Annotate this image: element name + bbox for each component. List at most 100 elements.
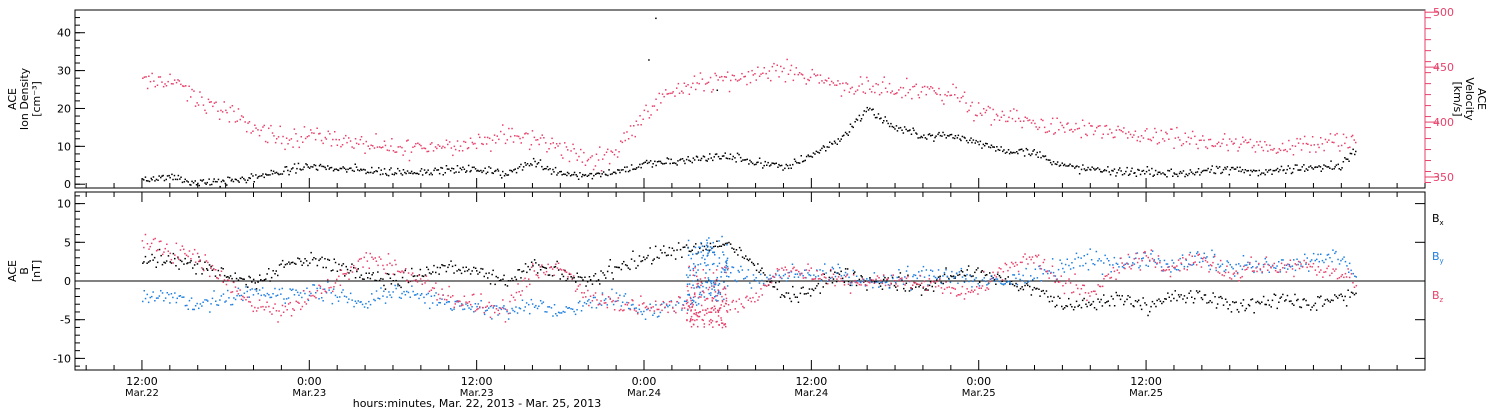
by-series-point <box>465 303 467 305</box>
bz-series-point <box>1004 262 1006 265</box>
velocity-series-point <box>336 144 339 146</box>
bx-series-point <box>1206 302 1208 304</box>
velocity-series-point <box>599 146 601 148</box>
bx-series-point <box>255 288 258 290</box>
velocity-series-point <box>1044 131 1047 134</box>
velocity-series-point <box>1205 146 1207 148</box>
by-series-point <box>413 294 416 296</box>
by-series-point <box>641 313 643 316</box>
density-series-point <box>612 171 615 174</box>
bz-series-point <box>428 290 431 293</box>
velocity-series-point <box>586 160 589 162</box>
by-series-point <box>192 308 194 311</box>
bx-series-point <box>1353 293 1356 296</box>
bz-series-point <box>1147 256 1149 259</box>
by-series-point <box>249 289 252 291</box>
velocity-series-point <box>490 150 492 152</box>
density-series-point <box>1261 172 1263 174</box>
by-series-point <box>863 278 865 281</box>
bz-series-point <box>430 289 433 291</box>
bx-series-point <box>737 254 739 256</box>
density-series-point <box>531 164 533 166</box>
by-burst-point <box>699 246 701 249</box>
density-series-point <box>332 170 335 172</box>
density-series-point <box>1174 173 1176 175</box>
velocity-series-point <box>429 143 432 145</box>
by-series-point <box>466 304 469 307</box>
bz-series-point <box>592 294 595 297</box>
bz-series-point <box>624 303 626 306</box>
by-series-point <box>714 283 717 286</box>
velocity-series-point <box>1016 109 1018 112</box>
bx-series-point <box>220 267 223 269</box>
bz-burst-point <box>701 290 704 293</box>
bz-series-point <box>1099 285 1102 288</box>
bz-series-point <box>278 310 280 312</box>
bx-series-point <box>349 269 352 272</box>
x-tick-time-label: 0:00 <box>632 375 657 388</box>
by-series-point <box>606 304 608 306</box>
bx-series-point <box>351 263 353 265</box>
bz-series-point <box>322 288 324 291</box>
by-series-point <box>489 305 492 308</box>
density-series-point <box>915 132 917 134</box>
velocity-series-point <box>1315 151 1317 153</box>
by-series-point <box>447 301 449 303</box>
density-series-point <box>1054 163 1057 165</box>
by-series-point <box>1030 275 1032 277</box>
bx-series-point <box>1071 306 1073 308</box>
bx-series-point <box>1164 298 1166 300</box>
velocity-series-point <box>142 77 144 79</box>
bz-series-point <box>384 272 387 275</box>
density-series-point <box>1017 152 1019 155</box>
bx-series-point <box>1317 296 1319 298</box>
by-series-point <box>546 311 548 313</box>
velocity-series-point <box>343 137 345 140</box>
bz-burst-point <box>721 295 723 298</box>
velocity-series-point <box>805 83 807 85</box>
by-series-point <box>1233 275 1236 277</box>
by-series-point <box>204 299 206 301</box>
velocity-series-point <box>1311 136 1314 138</box>
by-series-point <box>1163 259 1166 262</box>
by-series-point <box>403 290 405 293</box>
velocity-series-point <box>1147 138 1149 140</box>
bz-series-point <box>454 303 456 305</box>
density-series-point <box>270 169 272 172</box>
x-tick-date-label: Mar.23 <box>292 388 326 399</box>
density-series-point <box>288 173 290 176</box>
by-burst-point <box>701 257 703 259</box>
bz-series-point <box>931 280 934 282</box>
bz-series-point <box>1173 266 1175 269</box>
density-series-point <box>470 169 472 172</box>
velocity-series-point <box>1206 147 1209 150</box>
bz-series-point <box>389 262 391 265</box>
velocity-series-point <box>324 136 326 139</box>
by-series-point <box>969 275 972 277</box>
bx-series-point <box>427 268 430 271</box>
density-series-point <box>1036 151 1038 154</box>
density-series-point <box>299 168 301 170</box>
velocity-series-point <box>918 96 921 99</box>
velocity-series-point <box>621 141 624 144</box>
density-series-point <box>679 159 681 161</box>
velocity-series-point <box>875 83 877 85</box>
density-series-point <box>846 133 848 135</box>
bz-series-point <box>447 294 449 297</box>
bx-series-point <box>646 257 648 259</box>
bx-series-point <box>503 274 505 277</box>
bz-series-point <box>1060 275 1062 277</box>
by-series-point <box>264 295 267 297</box>
bx-series-point <box>942 282 944 285</box>
velocity-series-point <box>823 82 825 84</box>
velocity-series-point <box>699 72 702 74</box>
density-series-point <box>1068 164 1070 167</box>
by-series-point <box>885 281 888 283</box>
by-series-point <box>1040 280 1043 282</box>
bz-series-point <box>506 309 508 311</box>
density-series-point <box>543 168 546 170</box>
bx-series-point <box>502 278 504 280</box>
bz-burst-point <box>686 299 688 301</box>
bx-series-point <box>186 262 188 265</box>
bz-series-point <box>1165 269 1168 271</box>
